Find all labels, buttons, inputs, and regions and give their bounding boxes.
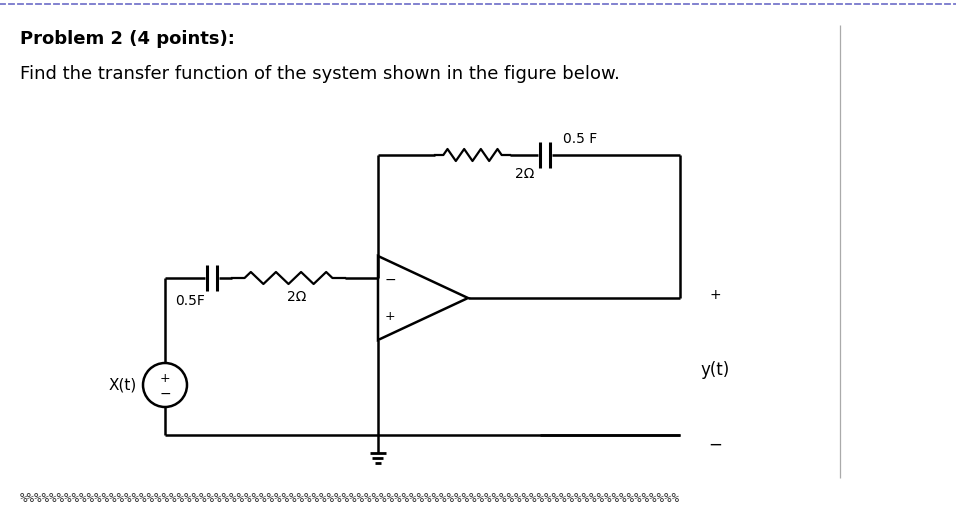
Text: 0.5 F: 0.5 F xyxy=(563,132,598,146)
Text: −: − xyxy=(708,436,722,454)
Text: +: + xyxy=(709,288,721,302)
Text: 2Ω: 2Ω xyxy=(515,167,534,181)
Text: 2Ω: 2Ω xyxy=(287,290,306,304)
Text: 0.5F: 0.5F xyxy=(175,294,205,308)
Text: +: + xyxy=(384,310,396,323)
Text: −: − xyxy=(384,272,396,286)
Text: −: − xyxy=(160,387,171,401)
Text: X(t): X(t) xyxy=(109,377,137,392)
Text: +: + xyxy=(160,371,170,385)
Text: Find the transfer function of the system shown in the figure below.: Find the transfer function of the system… xyxy=(20,65,619,83)
Text: %%%%%%%%%%%%%%%%%%%%%%%%%%%%%%%%%%%%%%%%%%%%%%%%%%%%%%%%%%%%%%%%%%%%%%%%%%%%%%%%: %%%%%%%%%%%%%%%%%%%%%%%%%%%%%%%%%%%%%%%%… xyxy=(20,492,680,505)
Text: y(t): y(t) xyxy=(701,361,729,379)
Text: Problem 2 (4 points):: Problem 2 (4 points): xyxy=(20,30,235,48)
